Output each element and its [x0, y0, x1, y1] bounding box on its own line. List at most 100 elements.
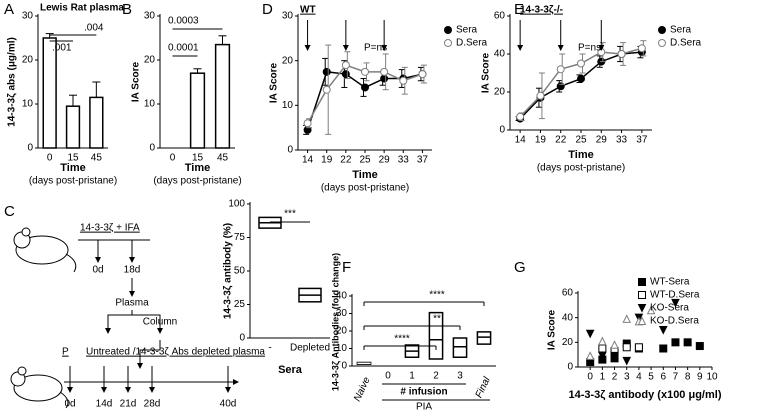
x-tick-label: Final [474, 375, 493, 400]
data-point [637, 44, 646, 53]
y-tick-label: 75 [234, 232, 246, 243]
panel-label: G [514, 259, 526, 276]
panel-label: F [342, 259, 351, 276]
y-tick-label: 10 [282, 100, 294, 111]
data-point [659, 344, 668, 353]
day-label: 0d [92, 265, 103, 276]
y-tick-label: 40 [336, 291, 348, 302]
legend-marker [637, 304, 647, 313]
x-tick-label: 1 [600, 372, 606, 383]
x-tick-label: 2 [433, 371, 439, 382]
day-label: 0d [64, 399, 75, 410]
annotation: .004 [84, 23, 104, 34]
data-point [622, 314, 632, 323]
x-tick-label: 22 [340, 155, 352, 166]
panel-label: B [122, 1, 132, 18]
annotation: 0.0003 [168, 16, 199, 27]
x-tick-label: 33 [616, 135, 628, 146]
x-tick-label: 15 [67, 153, 79, 164]
chart-title: WT [300, 5, 316, 16]
data-point [610, 351, 619, 361]
x-tick-label: 6 [660, 372, 666, 383]
x-tick-label: 45 [91, 153, 103, 164]
x-tick-label: 0 [47, 153, 53, 164]
x-tick-label: Depleted [290, 343, 330, 354]
data-point [585, 329, 595, 339]
legend-label: KO-D.Sera [650, 316, 699, 327]
legend-marker [658, 39, 666, 47]
y-axis-label: 14-3-3ζ Antibodies (fold change) [330, 253, 340, 391]
x-tick-label: 29 [596, 135, 608, 146]
y-axis-label: IA Score [131, 61, 142, 102]
legend-marker [444, 39, 452, 47]
data-point [361, 83, 369, 92]
x-tick-label: 19 [535, 135, 547, 146]
panel-label: E [514, 1, 524, 18]
x-axis-label: Time [60, 162, 85, 174]
legend-marker [637, 316, 647, 325]
x-tick-label: 10 [706, 372, 718, 383]
bar [189, 72, 206, 149]
x-tick-label: - [268, 343, 271, 354]
day-label: 18d [124, 265, 141, 276]
x-tick-label: Naive [352, 375, 373, 403]
box [428, 311, 444, 360]
data-point [516, 112, 525, 121]
day-label: 28d [144, 399, 161, 410]
x-tick-label: 4 [636, 372, 642, 383]
x-tick-label: 37 [636, 135, 648, 146]
x-tick-label: 2 [612, 372, 618, 383]
chart-title: 14-3-3ζ-/- [520, 5, 563, 16]
legend-label: WT-D.Sera [650, 290, 700, 301]
data-point [671, 338, 680, 347]
route-label: P [62, 347, 69, 358]
data-point [622, 356, 632, 366]
x-tick-label: 5 [648, 372, 654, 383]
x-tick-label: 22 [555, 135, 567, 146]
x-tick-label: 33 [398, 155, 410, 166]
x-axis-label: PIA [416, 402, 432, 413]
x-axis-label: Time [185, 162, 210, 174]
y-axis-label: IA Score [481, 52, 492, 93]
data-point [598, 351, 607, 361]
mouse-icon [13, 227, 77, 273]
legend-label: Sera [456, 25, 478, 36]
annotation: *** [284, 209, 296, 220]
x-axis-label: (days post-pristane) [537, 163, 625, 174]
y-tick-label: 0 [149, 143, 155, 154]
legend-marker [638, 278, 646, 286]
day-label: 14d [96, 399, 113, 410]
mouse-icon [10, 366, 69, 409]
panel-label: A [4, 1, 14, 18]
x-tick-label: 14 [302, 155, 314, 166]
data-point [585, 351, 595, 360]
x-tick-label: 25 [359, 155, 371, 166]
y-axis-label: IA Score [269, 62, 280, 103]
panel-label: D [262, 1, 273, 18]
x-tick-label: 3 [457, 371, 463, 382]
x-axis-label: (days post-pristane) [321, 183, 409, 194]
x-tick-label: 15 [192, 153, 204, 164]
y-tick-label: 0 [499, 125, 505, 136]
annotation: **** [429, 290, 445, 301]
annotation: 0.0001 [168, 43, 199, 54]
y-tick-label: 25 [234, 299, 246, 310]
data-point [610, 340, 619, 349]
legend-label: Sera [670, 25, 692, 36]
annotation: ** [433, 314, 441, 325]
x-tick-label: 0 [170, 153, 176, 164]
data-point [598, 344, 607, 353]
data-point [341, 70, 350, 79]
y-tick-label: 10 [22, 99, 34, 110]
chart-title: Lewis Rat plasma [40, 3, 124, 14]
x-tick-label: 3 [624, 372, 630, 383]
x-axis-label: (days post-pristane) [153, 176, 241, 187]
y-tick-label: 30 [282, 11, 294, 22]
legend-label: WT-Sera [650, 277, 690, 288]
data-point [577, 59, 585, 68]
x-tick-label: 29 [379, 155, 391, 166]
data-point [556, 82, 565, 91]
arrow [137, 340, 161, 369]
y-tick-label: 0 [287, 145, 293, 156]
y-tick-label: 60 [494, 11, 506, 22]
